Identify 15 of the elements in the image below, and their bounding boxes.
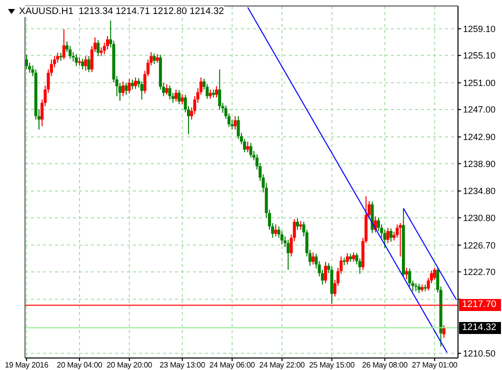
- y-tick-label: 1230.80: [463, 212, 496, 223]
- y-tick-label: 1251.00: [463, 78, 496, 88]
- y-tick-label: 1210.50: [463, 348, 496, 359]
- y-tick-label: 1222.70: [463, 267, 496, 278]
- y-tick-label: 1247.00: [463, 104, 496, 115]
- ref-line-label: 1214.32: [459, 322, 501, 334]
- y-tick-label: 1226.70: [463, 240, 496, 250]
- y-tick-label: 1238.90: [463, 158, 496, 169]
- y-tick-label: 1234.80: [463, 186, 496, 196]
- chart-title: XAUUSD.H1 1213.34 1214.71 1212.80 1214.32: [19, 6, 224, 17]
- y-tick-label: 1259.10: [463, 24, 496, 34]
- y-tick-label: 1242.90: [463, 132, 496, 142]
- y-tick-label: 1255.10: [463, 50, 496, 61]
- ref-line-label: 1217.70: [459, 299, 501, 312]
- candlestick: [398, 223, 402, 256]
